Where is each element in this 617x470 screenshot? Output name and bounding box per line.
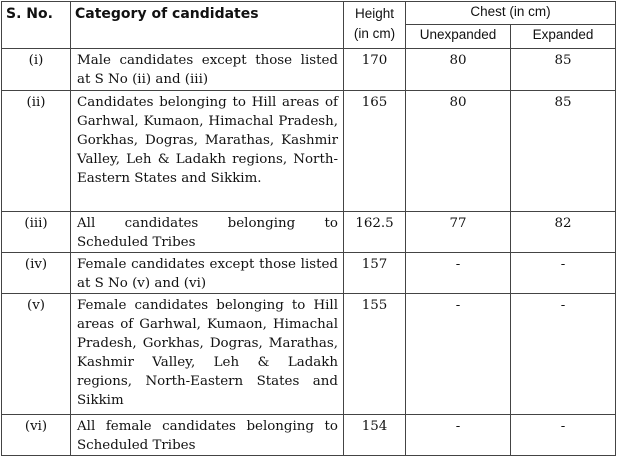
row-chest-expanded: 85 <box>509 48 617 91</box>
row-chest-expanded: 85 <box>509 90 617 212</box>
row-category: Female candidates belonging to Hill area… <box>70 293 344 415</box>
row-category: All candidates belonging to Scheduled Tr… <box>70 211 344 253</box>
row-category: Female candidates except those listed at… <box>70 252 344 294</box>
row-height: 155 <box>343 293 406 415</box>
row-chest-unexpanded: 80 <box>405 48 511 91</box>
row-sno: (i) <box>1 48 71 91</box>
row-category: All female candidates belonging to Sched… <box>70 414 344 456</box>
row-height: 154 <box>343 414 406 456</box>
row-chest-unexpanded: 77 <box>405 211 511 253</box>
row-height: 170 <box>343 48 406 91</box>
row-sno: (vi) <box>1 414 71 456</box>
row-chest-expanded: 82 <box>509 211 617 253</box>
row-sno: (iii) <box>1 211 71 253</box>
row-chest-unexpanded: - <box>405 293 511 415</box>
row-chest-expanded: - <box>509 414 617 456</box>
row-category: Candidates belonging to Hill areas of Ga… <box>70 90 344 212</box>
row-category: Male candidates except those listed at S… <box>70 48 344 91</box>
table-row: (v) Female candidates belonging to Hill … <box>1 293 617 415</box>
header-height: Height (in cm) <box>343 1 406 49</box>
row-height: 165 <box>343 90 406 212</box>
row-chest-unexpanded: - <box>405 414 511 456</box>
row-chest-expanded: - <box>509 293 617 415</box>
table-row: (i) Male candidates except those listed … <box>1 48 617 91</box>
row-chest-unexpanded: - <box>405 252 511 294</box>
row-height: 162.5 <box>343 211 406 253</box>
table-row: (ii) Candidates belonging to Hill areas … <box>1 90 617 212</box>
header-unexpanded: Unexpanded <box>405 24 511 49</box>
header-sno: S. No. <box>1 1 71 49</box>
row-chest-unexpanded: 80 <box>405 90 511 212</box>
row-sno: (v) <box>1 293 71 415</box>
row-sno: (iv) <box>1 252 71 294</box>
header-chest: Chest (in cm) <box>404 1 617 25</box>
table-row: (iv) Female candidates except those list… <box>1 252 617 294</box>
header-expanded: Expanded <box>509 24 617 49</box>
row-sno: (ii) <box>1 90 71 212</box>
table-row: (vi) All female candidates belonging to … <box>1 414 617 456</box>
row-chest-expanded: - <box>509 252 617 294</box>
physical-standards-table: S. No. Category of candidates Height (in… <box>1 1 617 456</box>
table-row: (iii) All candidates belonging to Schedu… <box>1 211 617 253</box>
row-height: 157 <box>343 252 406 294</box>
header-category: Category of candidates <box>70 1 344 49</box>
